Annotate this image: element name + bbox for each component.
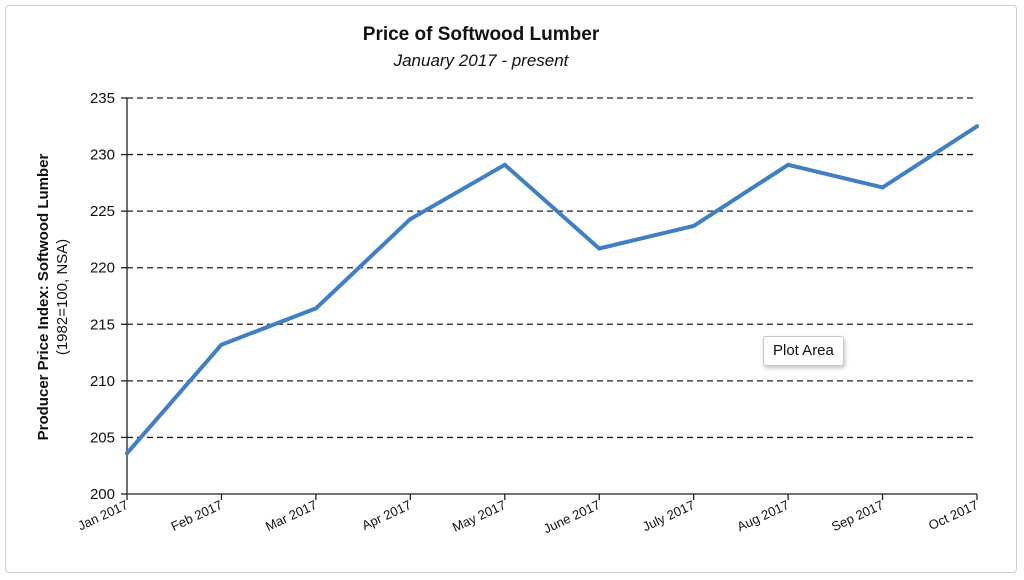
y-tick-label: 225 <box>90 203 115 220</box>
data-point <box>786 162 791 167</box>
x-tick-label: Oct 2017 <box>926 497 980 533</box>
x-tick-label: July 2017 <box>640 497 697 534</box>
y-tick-label: 205 <box>90 429 115 446</box>
data-point <box>313 306 318 311</box>
y-tick-label: 235 <box>90 90 115 107</box>
series-layer <box>125 124 979 456</box>
y-tick-labels: 200 205 210 215 220 225 230 235 <box>90 90 115 503</box>
data-point <box>219 342 224 347</box>
x-tick-label: Sep 2017 <box>829 497 886 534</box>
data-point <box>125 451 129 456</box>
y-tick-label: 210 <box>90 373 115 390</box>
x-tick-label: Apr 2017 <box>359 497 413 533</box>
x-tick-label: Feb 2017 <box>169 497 225 534</box>
data-point <box>691 223 696 228</box>
x-tick-labels: Jan 2017 Feb 2017 Mar 2017 Apr 2017 May 2017… <box>75 497 980 536</box>
y-tick-label: 220 <box>90 260 115 277</box>
x-tick-label: May 2017 <box>450 497 508 535</box>
y-axis-label-units: (1982=100, NSA) <box>54 239 71 355</box>
chart-title: Price of Softwood Lumber <box>363 24 600 45</box>
data-point <box>408 217 413 222</box>
y-tick-label: 200 <box>90 486 115 503</box>
data-point <box>975 124 979 129</box>
x-tick-label: June 2017 <box>541 497 602 536</box>
chart-frame <box>5 5 1017 573</box>
series-line <box>125 124 979 455</box>
y-axis-label: Producer Price Index: Softwood Lumber <box>35 153 52 440</box>
y-tick-label: 230 <box>90 147 115 164</box>
y-tick-label: 215 <box>90 316 115 333</box>
x-tick-label: Mar 2017 <box>263 497 319 534</box>
data-point <box>597 246 602 251</box>
data-point <box>880 185 885 190</box>
plot-area-tooltip: Plot Area <box>763 336 844 366</box>
axes <box>121 97 978 500</box>
chart-subtitle: January 2017 - present <box>393 51 570 70</box>
x-tick-label: Aug 2017 <box>735 497 792 534</box>
data-point <box>502 162 507 167</box>
gridlines <box>127 97 977 439</box>
